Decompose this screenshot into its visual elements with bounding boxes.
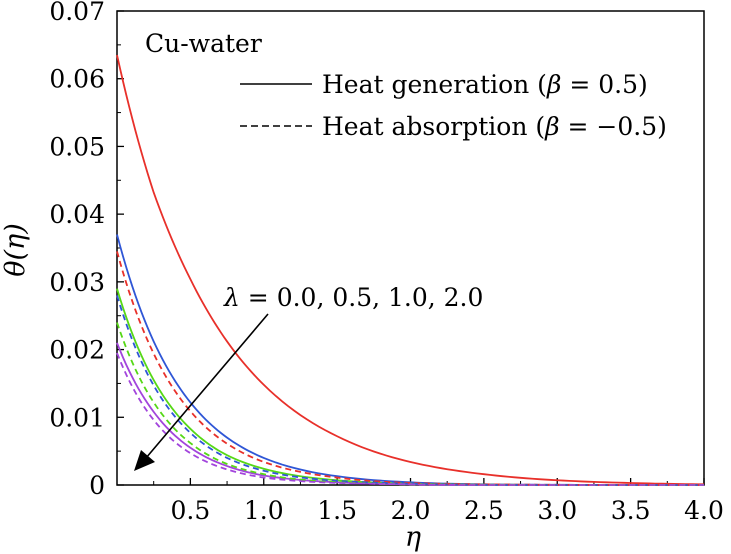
series-line-solid-2 — [116, 288, 704, 486]
x-tick-label: 3.0 — [537, 496, 577, 525]
fluid-label: Cu-water — [145, 29, 262, 58]
lambda-values: = 0.0, 0.5, 1.0, 2.0 — [240, 283, 484, 312]
x-tick-label: 0.5 — [170, 496, 210, 525]
y-tick-label: 0.06 — [49, 65, 105, 94]
lambda-symbol: λ — [223, 283, 240, 312]
legend-solid-value: = 0.5) — [561, 70, 647, 99]
y-tick-label: 0.02 — [49, 336, 105, 365]
arrowhead-icon — [134, 450, 155, 471]
legend-solid-prefix: Heat generation ( — [322, 70, 547, 99]
tick-labels: 0.5 1.0 1.5 2.0 2.5 3.0 3.5 4.0 0 0.01 0.02 0.03 0.0… — [49, 0, 724, 525]
x-tick-label: 3.5 — [611, 496, 651, 525]
x-tick-label: 1.5 — [317, 496, 357, 525]
y-tick-label: 0.07 — [49, 0, 105, 26]
y-axis-label: θ(η) — [0, 223, 31, 277]
legend-solid-beta: β — [546, 70, 561, 99]
x-tick-label: 2.5 — [464, 496, 504, 525]
y-tick-label: 0 — [89, 471, 105, 500]
legend-solid-label: Heat generation (β = 0.5) — [322, 70, 648, 99]
x-axis-label: η — [405, 522, 421, 553]
legend-dashed-value: = −0.5) — [560, 112, 667, 141]
y-tick-label: 0.01 — [49, 403, 105, 432]
legend-dashed-label: Heat absorption (β = −0.5) — [322, 112, 667, 141]
legend-dashed-prefix: Heat absorption ( — [322, 112, 545, 141]
y-tick-label: 0.03 — [49, 268, 105, 297]
x-tick-label: 2.0 — [391, 496, 431, 525]
x-tick-label: 4.0 — [684, 496, 724, 525]
lambda-arrow — [134, 313, 269, 471]
series-line-solid-3 — [116, 342, 704, 486]
series-line-solid-1 — [116, 234, 704, 486]
legend-dashed-beta: β — [544, 112, 559, 141]
series-line-dashed-4 — [116, 251, 704, 486]
legend: Heat generation (β = 0.5) Heat absorptio… — [240, 70, 667, 141]
arrow-shaft — [145, 313, 269, 459]
series-line-solid-0 — [116, 54, 705, 486]
lambda-annotation: λ = 0.0, 0.5, 1.0, 2.0 — [223, 283, 483, 312]
y-tick-label: 0.04 — [49, 200, 105, 229]
y-tick-label: 0.05 — [49, 132, 105, 161]
series-line-dashed-7 — [116, 352, 704, 486]
x-tick-label: 1.0 — [244, 496, 284, 525]
